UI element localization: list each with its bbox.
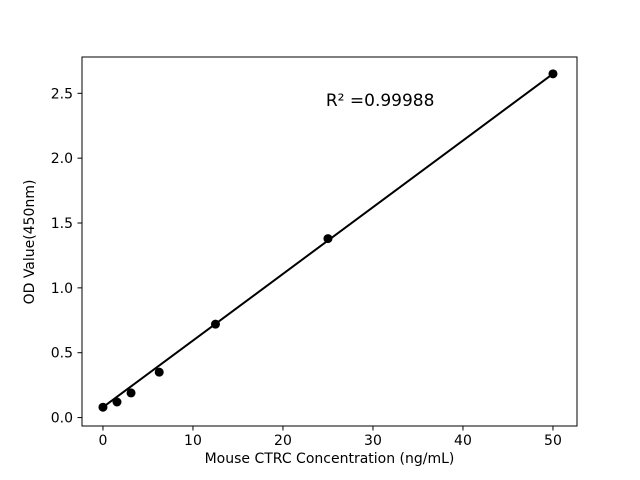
y-axis-label: OD Value(450nm) <box>22 179 38 305</box>
plot-border <box>81 56 578 427</box>
y-tick-label: 1.5 <box>51 216 73 232</box>
y-tick-label: 1.0 <box>51 281 73 297</box>
y-tick-label: 2.0 <box>51 151 73 167</box>
data-point <box>548 69 558 79</box>
x-tick-label: 40 <box>454 433 472 449</box>
y-tick-label: 0.0 <box>51 411 73 427</box>
x-tick-label: 10 <box>184 433 202 449</box>
data-point <box>154 367 164 377</box>
x-tick-label: 0 <box>99 433 108 449</box>
data-point <box>210 319 220 329</box>
data-point <box>112 397 122 407</box>
data-point <box>126 388 136 398</box>
x-axis-label: Mouse CTRC Concentration (ng/mL) <box>204 451 455 467</box>
r-squared-annotation: R² =0.99988 <box>325 91 435 112</box>
data-point <box>323 234 333 244</box>
x-tick-label: 30 <box>364 433 382 449</box>
x-tick-label: 50 <box>544 433 562 449</box>
y-tick-label: 0.5 <box>51 346 73 362</box>
data-point <box>98 402 108 412</box>
y-tick-label: 2.5 <box>51 86 73 102</box>
x-tick-label: 20 <box>274 433 292 449</box>
